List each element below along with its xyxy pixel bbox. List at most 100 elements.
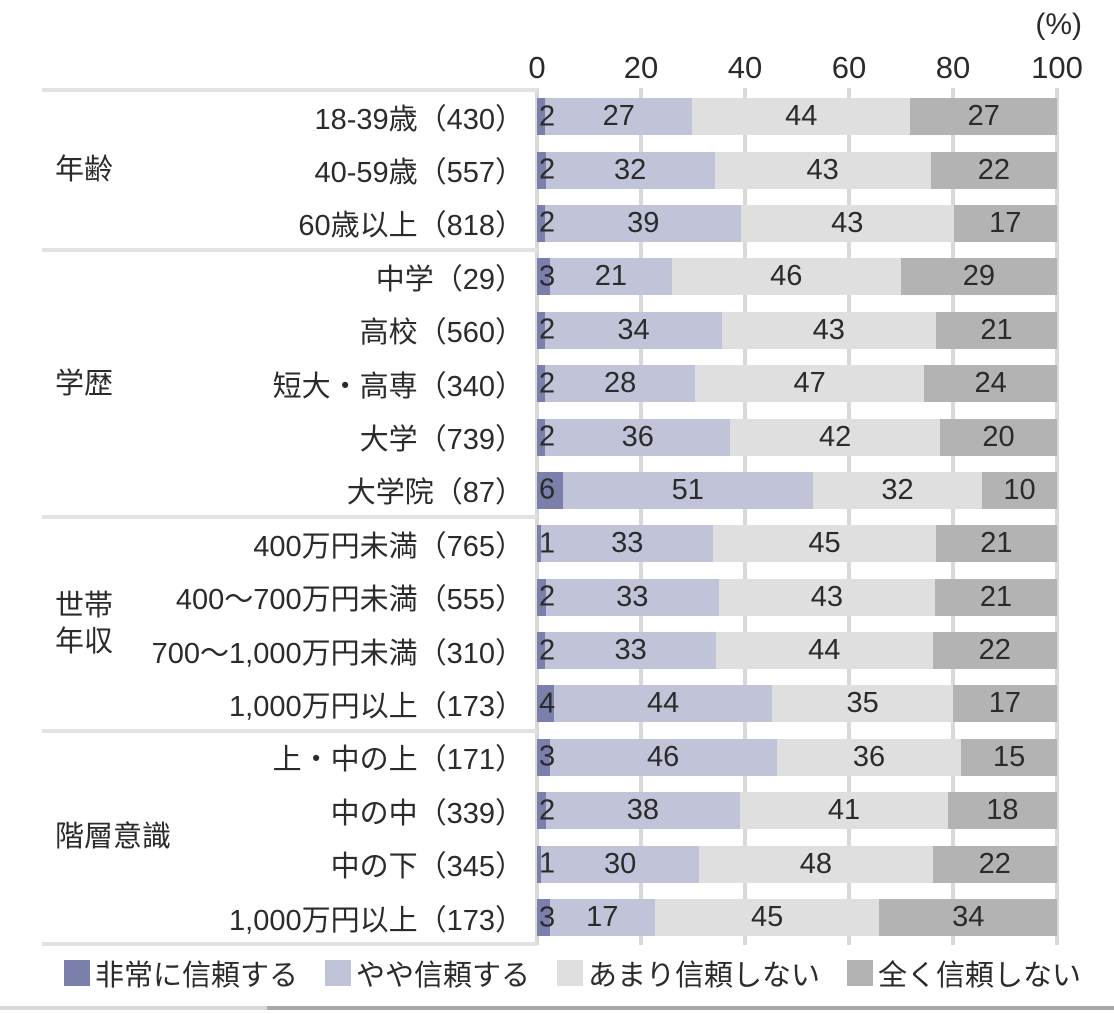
bar-segment: 45 bbox=[654, 899, 880, 937]
bar-segment: 3 bbox=[537, 258, 555, 296]
bar-segment: 47 bbox=[694, 365, 925, 403]
category-group: 階層意識 上・中の上（171） 3 46 36 15 中の中（339） 2 38 41 18 中の下（… bbox=[0, 731, 1060, 945]
bar-segment: 34 bbox=[879, 899, 1057, 937]
row-label: 大学（739） bbox=[359, 424, 524, 457]
bar-segment: 29 bbox=[900, 258, 1057, 296]
stacked-bar: 2 38 41 18 bbox=[537, 792, 1057, 830]
bar-segment: 22 bbox=[932, 845, 1057, 883]
row-label: 中の中（339） bbox=[330, 797, 524, 830]
bar-segment: 32 bbox=[812, 471, 982, 509]
bar-value-label: 29 bbox=[962, 260, 996, 293]
bar-value-label: 22 bbox=[978, 634, 1011, 667]
row-label: 60歳以上（818） bbox=[298, 210, 524, 243]
table-row: 1,000万円以上（173） 4 44 35 17 bbox=[0, 677, 1060, 730]
bar-segment: 33 bbox=[545, 632, 716, 670]
stacked-bar: 2 34 43 21 bbox=[537, 311, 1058, 349]
axis-tick-label: 60 bbox=[831, 50, 867, 85]
footer-strip-left bbox=[0, 1006, 267, 1010]
bar-segment: 43 bbox=[741, 204, 954, 242]
axis-tick-label: 80 bbox=[935, 50, 971, 85]
category-group: 学歴 中学（29） 3 21 46 29 高校（560） 2 34 43 21 短大・高専（340） 2… bbox=[0, 250, 1060, 517]
bar-segment: 2 bbox=[537, 792, 555, 830]
bar-segment: 1 bbox=[537, 525, 555, 563]
axis-tick-label: 20 bbox=[623, 50, 659, 85]
bar-value-label: 2 bbox=[539, 313, 556, 346]
bar-value-label: 2 bbox=[539, 794, 556, 827]
bar-value-label: 21 bbox=[980, 313, 1013, 346]
bar-value-label: 30 bbox=[604, 847, 637, 880]
bar-value-label: 33 bbox=[611, 527, 644, 560]
bar-segment: 33 bbox=[541, 525, 714, 563]
chart-body: 年齢 18-39歳（430） 2 27 44 27 40-59歳（557） 2 32 43 22 60… bbox=[0, 90, 1060, 944]
footer-strip-right bbox=[267, 1006, 1114, 1010]
bar-segment: 2 bbox=[537, 365, 555, 403]
bar-value-label: 47 bbox=[793, 367, 826, 400]
table-row: 400〜700万円未満（555） 2 33 43 21 bbox=[0, 571, 1060, 624]
bar-segment: 35 bbox=[772, 685, 953, 723]
table-row: 40-59歳（557） 2 32 43 22 bbox=[0, 143, 1060, 196]
group-divider-line bbox=[42, 942, 537, 947]
row-label: 高校（560） bbox=[359, 317, 524, 350]
legend-label: やや信頼する bbox=[356, 960, 531, 992]
group-label: 学歴 bbox=[55, 367, 114, 400]
bar-value-label: 32 bbox=[881, 473, 914, 506]
group-label: 年齢 bbox=[55, 153, 114, 186]
bar-segment: 3 bbox=[537, 899, 555, 937]
legend-item: 非常に信頼する bbox=[64, 952, 298, 994]
bar-value-label: 43 bbox=[810, 580, 844, 613]
bar-value-label: 44 bbox=[785, 100, 818, 133]
bar-segment: 24 bbox=[924, 365, 1057, 403]
bar-segment: 2 bbox=[537, 418, 555, 456]
bar-segment: 42 bbox=[730, 418, 941, 456]
table-row: 700〜1,000万円未満（310） 2 33 44 22 bbox=[0, 624, 1060, 677]
bar-value-label: 6 bbox=[539, 473, 556, 506]
bar-segment: 21 bbox=[934, 578, 1057, 616]
bar-segment: 41 bbox=[740, 792, 948, 830]
stacked-bar: 2 27 44 27 bbox=[537, 98, 1057, 136]
bar-value-label: 17 bbox=[989, 206, 1022, 239]
row-label: 大学院（87） bbox=[346, 477, 524, 510]
gridline bbox=[847, 88, 851, 945]
bar-segment: 38 bbox=[545, 792, 741, 830]
bar-value-label: 2 bbox=[539, 634, 556, 667]
bar-value-label: 33 bbox=[614, 634, 647, 667]
table-row: 短大・高専（340） 2 28 47 24 bbox=[0, 357, 1060, 410]
table-row: 上・中の上（171） 3 46 36 15 bbox=[0, 731, 1060, 784]
bar-value-label: 3 bbox=[539, 740, 556, 773]
bar-segment: 4 bbox=[537, 685, 555, 723]
axis-tick-label: 40 bbox=[727, 50, 763, 85]
bar-segment: 15 bbox=[961, 738, 1058, 776]
bar-value-label: 45 bbox=[750, 901, 784, 934]
bar-value-label: 35 bbox=[846, 687, 879, 720]
legend-item: 全く信頼しない bbox=[847, 952, 1081, 994]
legend-item: やや信頼する bbox=[325, 952, 530, 994]
bar-value-label: 1 bbox=[539, 847, 556, 880]
bar-segment: 43 bbox=[718, 578, 935, 616]
row-label: 短大・高専（340） bbox=[272, 370, 524, 403]
bar-value-label: 3 bbox=[539, 260, 556, 293]
group-divider-line bbox=[42, 515, 537, 520]
bar-value-label: 43 bbox=[812, 313, 845, 346]
bar-value-label: 2 bbox=[539, 100, 556, 133]
bar-value-label: 42 bbox=[818, 420, 852, 453]
bar-segment: 20 bbox=[940, 418, 1058, 456]
legend: 非常に信頼する やや信頼する あまり信頼しない 全く信頼しない bbox=[64, 952, 1081, 994]
bar-segment: 27 bbox=[545, 98, 692, 136]
bar-segment: 2 bbox=[537, 204, 555, 242]
bar-segment: 21 bbox=[549, 258, 672, 296]
bar-segment: 22 bbox=[932, 632, 1057, 670]
table-row: 中の下（345） 1 30 48 22 bbox=[0, 837, 1060, 890]
row-label: 中の下（345） bbox=[330, 851, 524, 884]
bar-value-label: 43 bbox=[831, 206, 864, 239]
row-label: 上・中の上（171） bbox=[272, 744, 524, 777]
stacked-bar: 3 46 36 15 bbox=[537, 738, 1058, 776]
group-divider-line bbox=[42, 248, 537, 253]
bar-segment: 34 bbox=[545, 311, 722, 349]
category-group: 年齢 18-39歳（430） 2 27 44 27 40-59歳（557） 2 32 43 22 60… bbox=[0, 90, 1060, 250]
bar-value-label: 36 bbox=[621, 420, 654, 453]
stacked-bar: 2 28 47 24 bbox=[537, 365, 1057, 403]
bar-value-label: 15 bbox=[993, 740, 1026, 773]
stacked-bar: 1 30 48 22 bbox=[537, 845, 1057, 883]
legend-label: 非常に信頼する bbox=[95, 960, 299, 992]
